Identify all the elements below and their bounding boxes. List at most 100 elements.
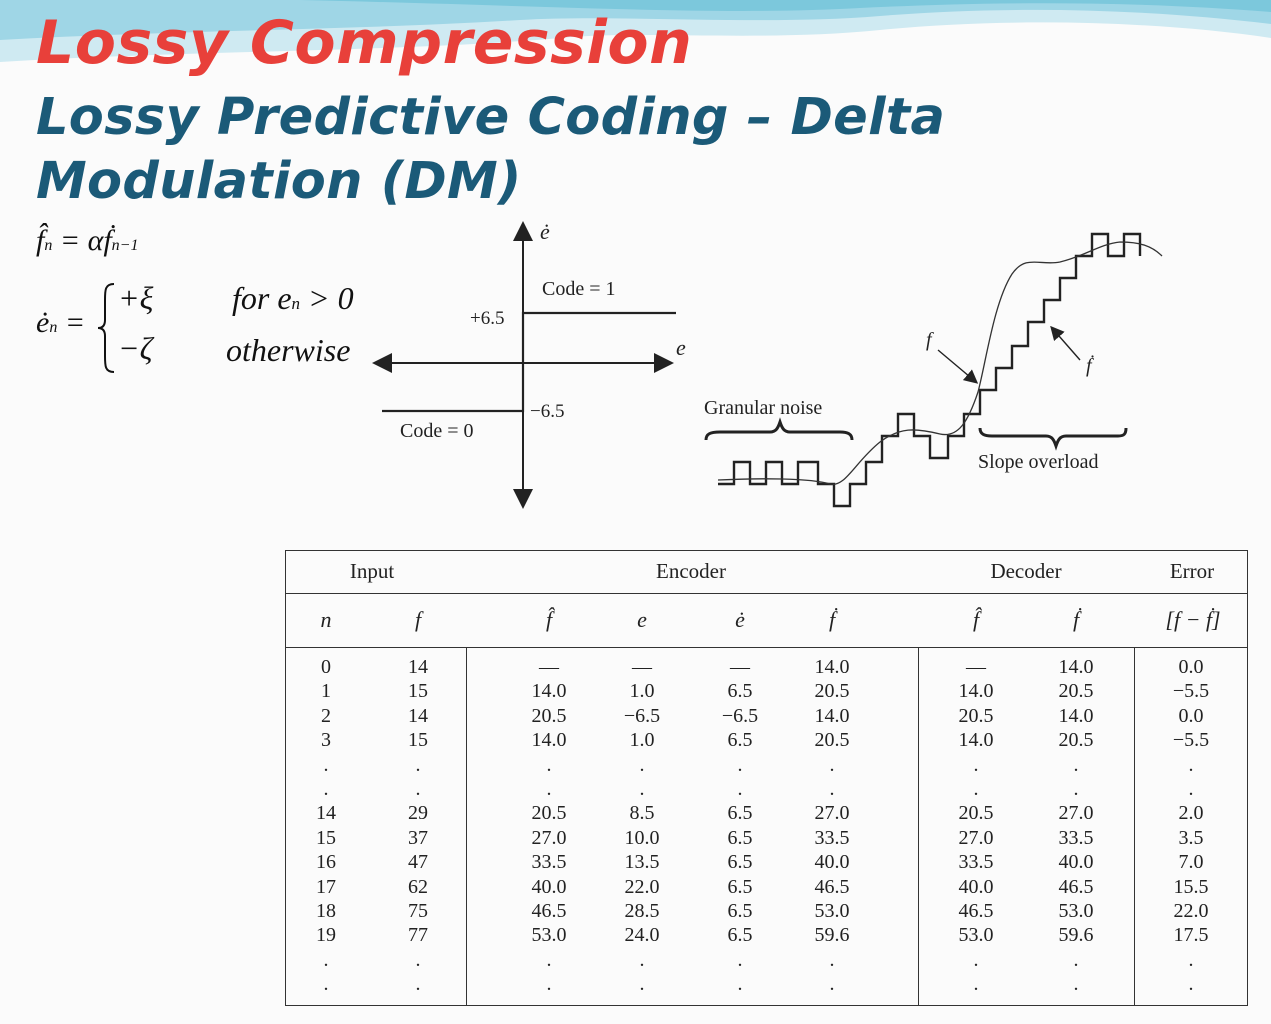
granular-brace bbox=[704, 417, 854, 441]
table-cell: 3 bbox=[321, 729, 331, 752]
table-cell: 24.0 bbox=[624, 924, 660, 947]
table-cell: 33.5 bbox=[1058, 826, 1094, 849]
table-cell: 7.0 bbox=[1178, 851, 1204, 874]
granular-noise-label: Granular noise bbox=[704, 397, 822, 419]
column-fdot-encoder: 14.0 20.5 14.0 20.5.. 27.0 33.5 40.0 46.5 53.0 59… bbox=[807, 655, 857, 996]
table-cell: 0.0 bbox=[1178, 656, 1204, 678]
table-cell: 1.0 bbox=[629, 680, 655, 703]
column-e: —1.0 −6.5 1.0.. 8.5 10.0 13.5 22.0 28.5 24.0.. bbox=[614, 655, 670, 996]
symbol-fdot-decoder: ḟ bbox=[1072, 607, 1080, 632]
table-cell: . bbox=[639, 973, 645, 996]
case-negative: −ζ bbox=[118, 330, 153, 366]
table-cell: . bbox=[1073, 777, 1079, 800]
symbol-fhat-encoder: f̂ bbox=[545, 607, 553, 632]
table-cell: 13.5 bbox=[624, 851, 660, 874]
table-cell: — bbox=[730, 656, 750, 678]
predictor-equation: f̂n = αḟn−1 bbox=[36, 224, 139, 257]
table-cell: . bbox=[1188, 777, 1194, 800]
table-cell: . bbox=[737, 948, 743, 971]
table-cell: 77 bbox=[408, 924, 428, 947]
table-cell: 27.0 bbox=[1058, 802, 1094, 825]
table-cell: 1 bbox=[321, 680, 331, 703]
table-cell: 53.0 bbox=[1058, 899, 1094, 922]
table-cell: 16 bbox=[316, 851, 336, 874]
table-cell: 62 bbox=[408, 875, 428, 898]
table-cell: 14 bbox=[408, 656, 428, 678]
column-n: 0 1 2 3.. 14 15 16 17 18 19.. bbox=[306, 655, 346, 996]
table-cell: 40.0 bbox=[958, 875, 994, 898]
staircase-fdot bbox=[718, 232, 1142, 508]
delta-modulation-table: Input Encoder Decoder Error n f f̂ e ė ḟ… bbox=[285, 550, 1248, 1006]
table-cell: . bbox=[1073, 753, 1079, 776]
table-cell: 20.5 bbox=[1058, 680, 1094, 703]
table-cell: 27.0 bbox=[814, 802, 850, 825]
table-cell: 14.0 bbox=[1058, 656, 1094, 678]
column-edot: —6.5 −6.5 6.5.. 6.5 6.5 6.5 6.5 6.5 6.5.. bbox=[712, 655, 768, 996]
table-cell: 59.6 bbox=[1058, 924, 1094, 947]
upper-level-label: +6.5 bbox=[470, 308, 504, 329]
table-cell: 17 bbox=[316, 875, 336, 898]
lower-level-label: −6.5 bbox=[530, 401, 564, 422]
table-cell: 37 bbox=[408, 826, 428, 849]
table-cell: 40.0 bbox=[531, 875, 567, 898]
table-cell: 22.0 bbox=[1173, 899, 1209, 922]
table-cell: . bbox=[546, 777, 552, 800]
table-cell: 20.5 bbox=[531, 802, 567, 825]
quantizer-y-label: ė bbox=[540, 219, 550, 244]
table-cell: 17.5 bbox=[1173, 924, 1209, 947]
table-cell: 53.0 bbox=[958, 924, 994, 947]
quantizer-step-curve bbox=[382, 311, 676, 413]
table-cell: . bbox=[973, 753, 979, 776]
table-cell: . bbox=[639, 948, 645, 971]
table-cell: 20.5 bbox=[531, 704, 567, 727]
table-cell: 75 bbox=[408, 899, 428, 922]
table-cell: −6.5 bbox=[721, 704, 759, 727]
table-cell: 6.5 bbox=[727, 899, 753, 922]
f-label: f bbox=[926, 329, 934, 351]
table-cell: 6.5 bbox=[727, 875, 753, 898]
group-encoder: Encoder bbox=[656, 559, 726, 583]
table-cell: . bbox=[546, 948, 552, 971]
table-cell: 20.5 bbox=[814, 680, 850, 703]
table-cell: 46.5 bbox=[814, 875, 850, 898]
column-fhat-decoder: —14.0 20.5 14.0.. 20.5 27.0 33.5 40.0 46.5 53.0.… bbox=[951, 655, 1001, 996]
table-cell: 29 bbox=[408, 802, 428, 825]
symbol-e: e bbox=[637, 607, 647, 632]
table-divider-decoder bbox=[1134, 647, 1135, 1005]
table-cell: 46.5 bbox=[958, 899, 994, 922]
table-cell: . bbox=[1073, 948, 1079, 971]
symbol-error: [f − ḟ] bbox=[1165, 607, 1221, 632]
table-cell: . bbox=[415, 753, 421, 776]
error-equation-lhs: ėn = bbox=[36, 306, 86, 339]
table-cell: 14.0 bbox=[1058, 704, 1094, 727]
table-cell: — bbox=[632, 656, 652, 678]
table-cell: 14.0 bbox=[958, 680, 994, 703]
table-cell: −5.5 bbox=[1172, 729, 1210, 752]
table-cell: . bbox=[829, 753, 835, 776]
table-cell: . bbox=[1073, 973, 1079, 996]
table-cell: 46.5 bbox=[531, 899, 567, 922]
table-cell: 15 bbox=[408, 729, 428, 752]
column-fhat-encoder: —14.0 20.5 14.0.. 20.5 27.0 33.5 40.0 46.5 53.0.… bbox=[524, 655, 574, 996]
table-cell: 14 bbox=[408, 704, 428, 727]
code-low-label: Code = 0 bbox=[400, 420, 474, 442]
table-cell: . bbox=[323, 973, 329, 996]
table-cell: 18 bbox=[316, 899, 336, 922]
table-cell: . bbox=[737, 777, 743, 800]
table-cell: 20.5 bbox=[958, 802, 994, 825]
table-cell: — bbox=[539, 656, 559, 678]
table-cell: 27.0 bbox=[531, 826, 567, 849]
table-cell: 46.5 bbox=[1058, 875, 1094, 898]
table-cell: 6.5 bbox=[727, 826, 753, 849]
table-cell: 33.5 bbox=[958, 851, 994, 874]
table-cell: 6.5 bbox=[727, 851, 753, 874]
condition-positive: for en > 0 bbox=[232, 280, 354, 316]
table-cell: 1.0 bbox=[629, 729, 655, 752]
slope-overload-label: Slope overload bbox=[978, 451, 1099, 473]
table-cell: 22.0 bbox=[624, 875, 660, 898]
table-cell: 19 bbox=[316, 924, 336, 947]
table-cell: 15.5 bbox=[1173, 875, 1209, 898]
group-input: Input bbox=[349, 559, 395, 583]
table-cell: 33.5 bbox=[814, 826, 850, 849]
table-cell: 6.5 bbox=[727, 802, 753, 825]
